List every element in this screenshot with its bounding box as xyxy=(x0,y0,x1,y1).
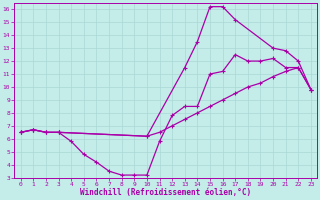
X-axis label: Windchill (Refroidissement éolien,°C): Windchill (Refroidissement éolien,°C) xyxy=(80,188,252,197)
